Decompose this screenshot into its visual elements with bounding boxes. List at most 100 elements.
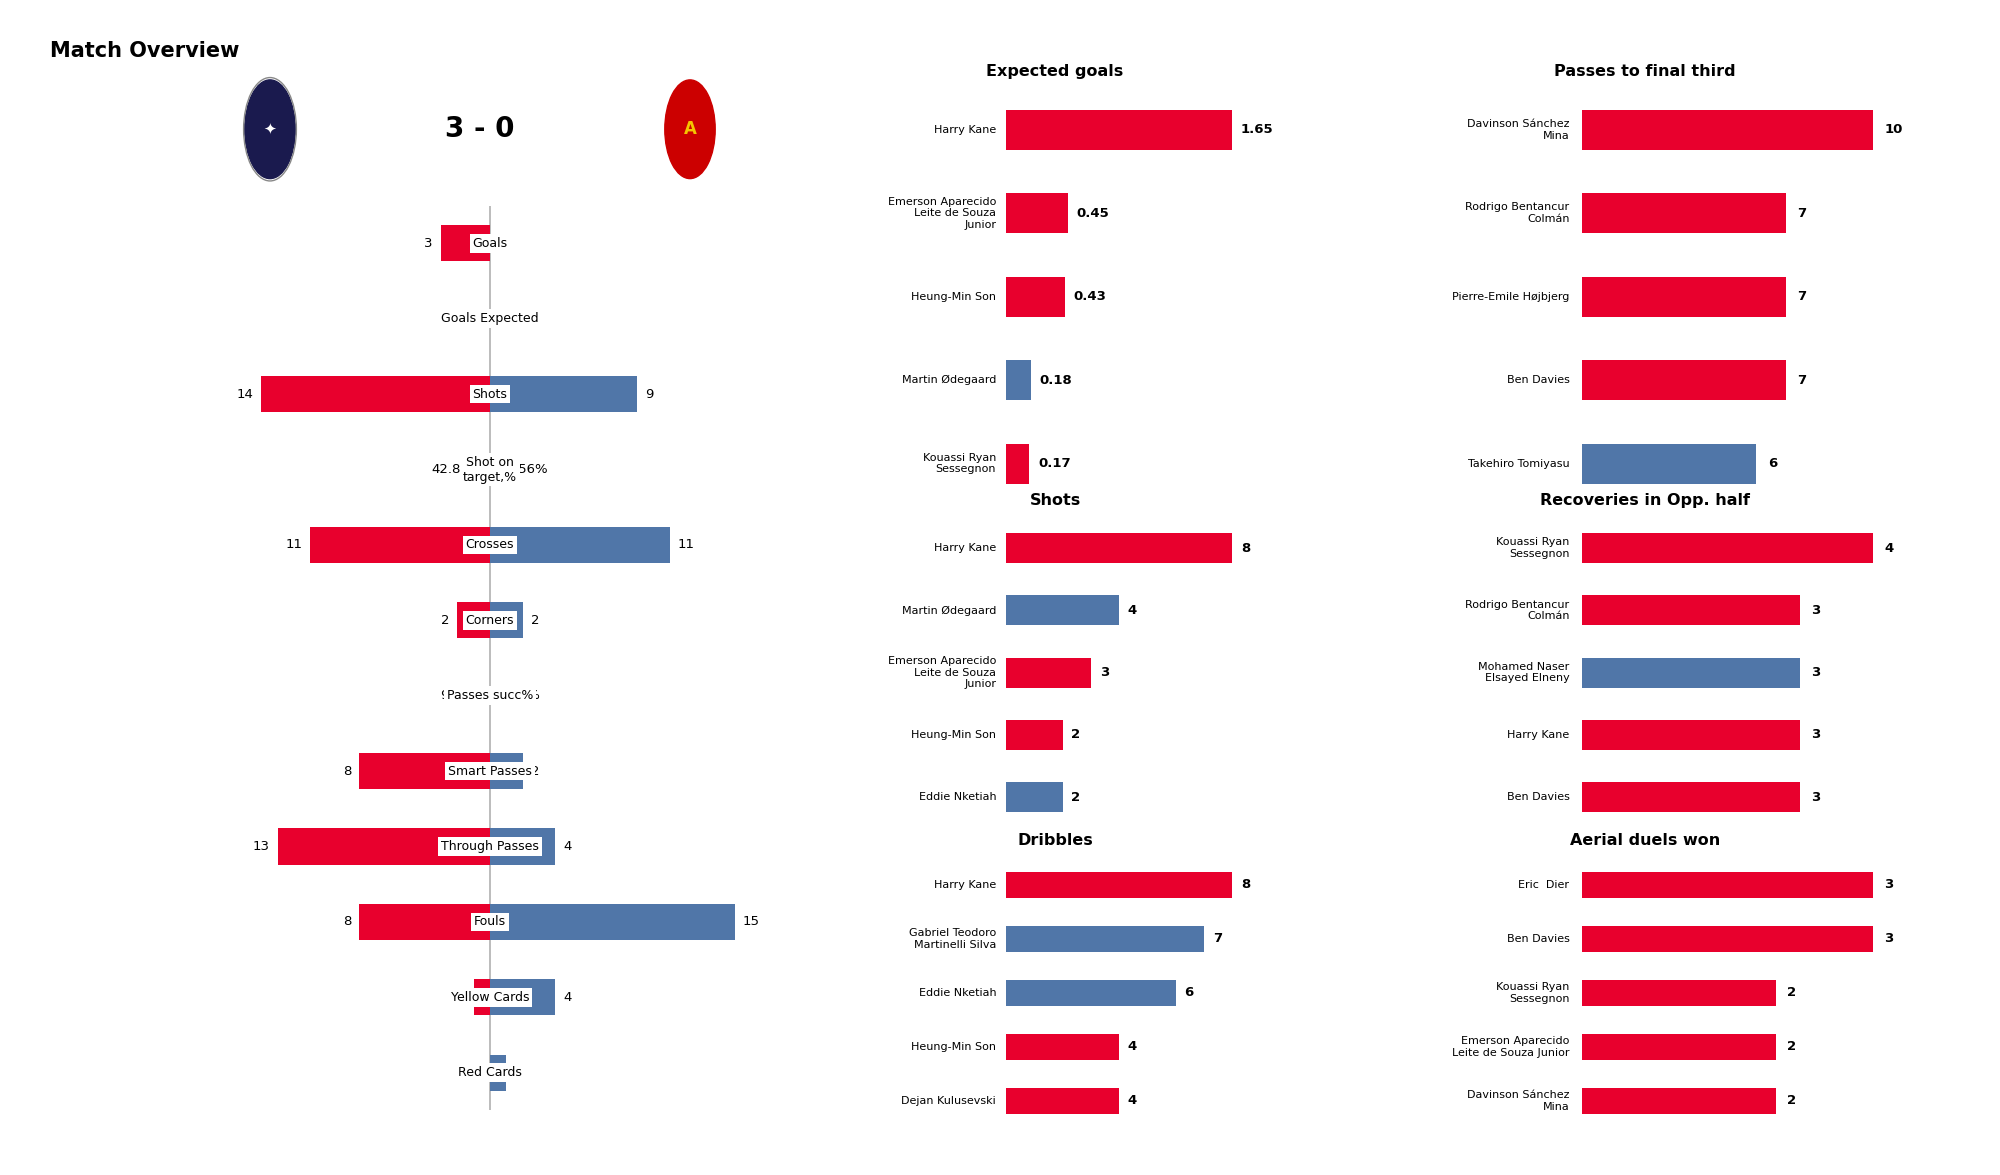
Bar (1006, 872, 1232, 898)
Bar (1006, 109, 1232, 150)
Bar (1006, 276, 1064, 317)
Text: 7: 7 (1796, 374, 1806, 387)
Text: 2: 2 (1788, 986, 1796, 1000)
Text: Gabriel Teodoro
Martinelli Silva: Gabriel Teodoro Martinelli Silva (908, 928, 996, 949)
Text: Kouassi Ryan
Sessegnon: Kouassi Ryan Sessegnon (1496, 982, 1570, 1003)
Text: Harry Kane: Harry Kane (934, 125, 996, 135)
Text: 2: 2 (1788, 1040, 1796, 1054)
Text: 42.86%: 42.86% (432, 463, 482, 476)
Circle shape (244, 80, 296, 179)
Bar (1006, 596, 1120, 625)
Text: 13: 13 (252, 840, 270, 853)
Text: 3: 3 (1884, 878, 1894, 892)
Bar (310, 526, 490, 563)
Text: Martin Ødegaard: Martin Ødegaard (902, 375, 996, 385)
Text: 3: 3 (1812, 791, 1820, 804)
Text: 14: 14 (236, 388, 254, 401)
Bar (1582, 533, 1872, 563)
Text: 6: 6 (1768, 457, 1778, 470)
Text: 1: 1 (458, 991, 466, 1003)
Text: Yellow Cards: Yellow Cards (450, 991, 530, 1003)
Text: Shot on
target,%: Shot on target,% (462, 456, 518, 483)
Text: 3: 3 (1812, 728, 1820, 741)
Text: Mohamed Naser
Elsayed Elneny: Mohamed Naser Elsayed Elneny (1478, 662, 1570, 684)
Text: 9: 9 (646, 388, 654, 401)
Text: Smart Passes: Smart Passes (448, 765, 532, 778)
Text: Expected goals: Expected goals (986, 63, 1124, 79)
Text: 1: 1 (514, 1066, 522, 1079)
Text: Harry Kane: Harry Kane (934, 880, 996, 889)
Bar (490, 690, 494, 701)
Text: 4: 4 (564, 991, 572, 1003)
Bar (1582, 1088, 1776, 1114)
Bar (486, 313, 490, 324)
Text: Rodrigo Bentancur
Colmán: Rodrigo Bentancur Colmán (1466, 599, 1570, 622)
Text: Shots: Shots (472, 388, 508, 401)
Text: 2: 2 (530, 613, 540, 626)
Text: Davinson Sánchez
Mina: Davinson Sánchez Mina (1466, 119, 1570, 141)
Bar (490, 376, 636, 412)
Bar (490, 753, 522, 790)
Bar (486, 464, 490, 475)
Text: Match Overview: Match Overview (50, 41, 240, 61)
Text: Ben Davies: Ben Davies (1506, 792, 1570, 803)
Text: Kouassi Ryan
Sessegnon: Kouassi Ryan Sessegnon (1496, 537, 1570, 559)
Bar (1006, 720, 1062, 750)
Text: Emerson Aparecido
Leite de Souza
Junior: Emerson Aparecido Leite de Souza Junior (888, 656, 996, 690)
Text: 3: 3 (1884, 932, 1894, 946)
Text: Crosses: Crosses (466, 538, 514, 551)
Bar (1006, 1034, 1120, 1060)
Text: Eddie Nketiah: Eddie Nketiah (918, 988, 996, 998)
Text: 2: 2 (1072, 728, 1080, 741)
Text: 7: 7 (1796, 207, 1806, 220)
Text: Red Cards: Red Cards (458, 1066, 522, 1079)
Bar (490, 526, 670, 563)
Bar (1006, 1088, 1120, 1114)
Bar (442, 226, 490, 261)
Text: 8: 8 (342, 765, 352, 778)
Text: Passes to final third: Passes to final third (1554, 63, 1736, 79)
Bar (1006, 193, 1068, 234)
Text: Aerial duels won: Aerial duels won (1570, 833, 1720, 848)
Text: 2: 2 (1072, 791, 1080, 804)
Text: Kouassi Ryan
Sessegnon: Kouassi Ryan Sessegnon (922, 452, 996, 475)
Text: 4: 4 (1128, 1040, 1138, 1054)
Text: 55.56%: 55.56% (498, 463, 548, 476)
Bar (490, 603, 522, 638)
Bar (1582, 720, 1800, 750)
Bar (1582, 443, 1756, 484)
Text: A: A (684, 120, 696, 139)
Bar (1582, 980, 1776, 1006)
Text: 3: 3 (1812, 604, 1820, 617)
Text: 4: 4 (1128, 604, 1138, 617)
Text: 0.45: 0.45 (1076, 207, 1110, 220)
Text: Harry Kane: Harry Kane (1508, 730, 1570, 740)
Text: 92.0%: 92.0% (440, 690, 482, 703)
Text: 11: 11 (286, 538, 302, 551)
Bar (1582, 872, 1872, 898)
Text: Ben Davies: Ben Davies (1506, 375, 1570, 385)
Text: 7: 7 (1212, 932, 1222, 946)
Text: 8: 8 (342, 915, 352, 928)
Text: Dribbles: Dribbles (1018, 833, 1092, 848)
Text: Goals Expected: Goals Expected (442, 313, 538, 325)
Bar (1582, 1034, 1776, 1060)
Bar (490, 828, 556, 865)
Text: Pierre-Emile Højbjerg: Pierre-Emile Højbjerg (1452, 291, 1570, 302)
Text: Fouls: Fouls (474, 915, 506, 928)
Text: Heung-Min Son: Heung-Min Son (912, 730, 996, 740)
Text: 0.43: 0.43 (1074, 290, 1106, 303)
Text: Ben Davies: Ben Davies (1506, 934, 1570, 944)
Text: Through Passes: Through Passes (442, 840, 538, 853)
Text: 89.0%: 89.0% (498, 690, 540, 703)
Bar (1006, 926, 1204, 952)
Text: Passes succ%: Passes succ% (446, 690, 534, 703)
Text: Shots: Shots (1030, 492, 1080, 508)
Bar (278, 828, 490, 865)
Bar (490, 979, 556, 1015)
Bar (1582, 783, 1800, 812)
Text: 11: 11 (678, 538, 694, 551)
Bar (1582, 109, 1872, 150)
Bar (1582, 658, 1800, 687)
Bar (262, 376, 490, 412)
